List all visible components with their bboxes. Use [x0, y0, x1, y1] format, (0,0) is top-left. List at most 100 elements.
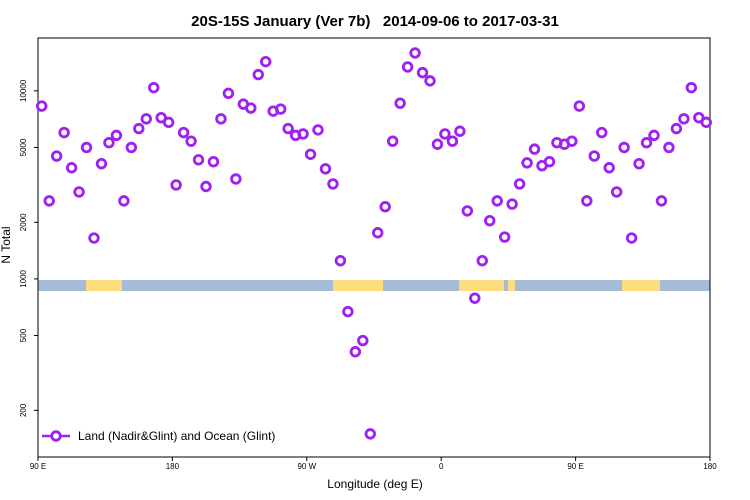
point [678, 113, 690, 125]
y-tick-label: 2000 [19, 213, 28, 231]
point [640, 137, 653, 149]
point [603, 162, 615, 174]
x-tick-label: 180 [166, 462, 180, 471]
point [200, 180, 212, 193]
point [36, 100, 48, 112]
point [50, 150, 63, 162]
point [498, 231, 511, 243]
point [491, 195, 503, 207]
land-segment [622, 280, 660, 291]
x-tick-label: 0 [439, 462, 444, 471]
point [207, 156, 220, 168]
land-segment [86, 280, 122, 291]
point [655, 195, 668, 207]
point [581, 195, 593, 207]
point [140, 113, 152, 125]
point [192, 154, 205, 166]
point [312, 124, 324, 136]
point [110, 129, 123, 142]
point [319, 163, 332, 175]
point [454, 125, 466, 137]
point [148, 81, 160, 94]
y-axis-label: N Total [0, 226, 13, 263]
point [588, 150, 600, 162]
point [282, 122, 294, 135]
point [252, 68, 264, 81]
x-tick-label: 90 E [30, 462, 46, 471]
point [618, 141, 630, 154]
y-tick-label: 500 [19, 328, 28, 342]
point [506, 198, 518, 210]
point [73, 186, 85, 198]
point [364, 428, 376, 440]
point [596, 126, 608, 139]
x-tick-label: 90 W [297, 462, 316, 471]
point [230, 173, 242, 185]
point [260, 55, 272, 68]
point [162, 116, 175, 129]
point [521, 157, 533, 169]
point [133, 122, 145, 135]
point [461, 205, 474, 217]
point [349, 346, 362, 358]
x-tick-label: 180 [703, 462, 717, 471]
point [274, 103, 287, 115]
point [103, 137, 115, 149]
point [685, 81, 698, 94]
point [610, 186, 623, 198]
point [633, 157, 645, 170]
point [446, 135, 459, 147]
y-tick-label: 1000 [19, 269, 28, 287]
point [476, 254, 488, 267]
point [424, 75, 436, 87]
y-tick-label: 5000 [19, 138, 28, 156]
point [625, 232, 638, 244]
point [648, 129, 660, 142]
point [118, 195, 130, 207]
point [88, 232, 100, 244]
x-tick-label: 90 E [567, 462, 583, 471]
point [469, 292, 481, 304]
point [700, 116, 712, 129]
point [334, 254, 347, 267]
point [342, 305, 354, 318]
point [170, 179, 182, 191]
point [185, 135, 197, 147]
point [95, 157, 108, 170]
point [663, 141, 675, 154]
point [401, 61, 414, 73]
point [439, 128, 451, 140]
point [431, 138, 444, 150]
point [65, 162, 78, 174]
point [528, 143, 541, 155]
point [566, 135, 578, 147]
x-axis-label: Longitude (deg E) [327, 477, 422, 491]
point [245, 102, 257, 114]
y-tick-label: 200 [19, 403, 28, 417]
plot-frame [37, 37, 711, 458]
point [357, 334, 369, 347]
point [222, 87, 235, 100]
point [513, 178, 526, 190]
point [215, 113, 227, 125]
land-segment [508, 280, 515, 291]
point [58, 126, 70, 139]
point [416, 66, 429, 79]
land-segment [333, 280, 383, 291]
point [297, 128, 309, 140]
point [386, 135, 399, 147]
point [409, 47, 421, 59]
point [394, 97, 406, 109]
y-tick-label: 10000 [19, 79, 28, 102]
point [80, 141, 93, 154]
point [484, 214, 496, 227]
point [543, 156, 556, 168]
point [670, 122, 683, 135]
point [372, 227, 384, 239]
point [43, 195, 55, 207]
point [573, 100, 586, 112]
legend-marker [50, 430, 62, 442]
point [379, 201, 391, 213]
land-segment [459, 280, 504, 291]
